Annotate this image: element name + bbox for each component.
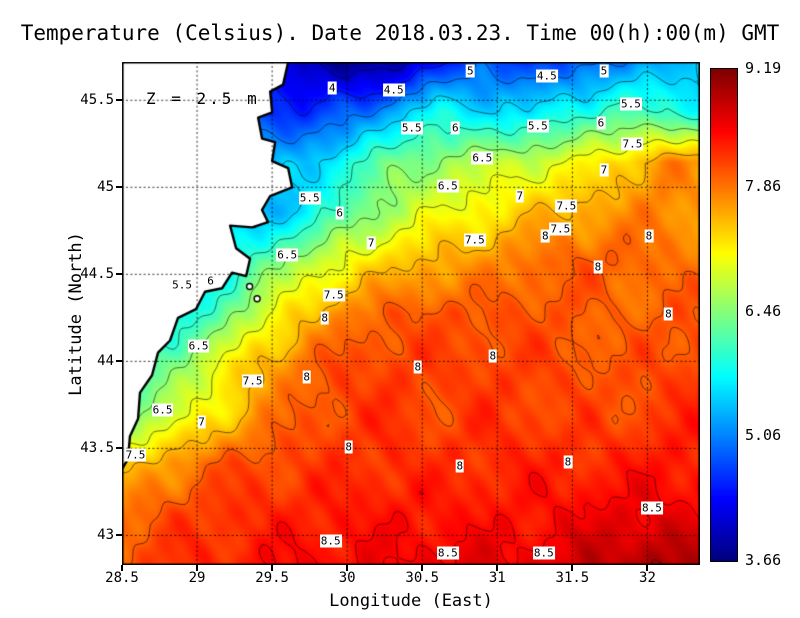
x-tick-label: 31 — [488, 570, 506, 586]
contour-label: 7.5 — [124, 448, 147, 462]
y-axis-title: Latitude (North) — [66, 232, 86, 396]
map-plot-area: 4 4.5 5 4.5 5 5.5 5.5 6 5.5 6 7.5 7 6.5 6.5 5.5 6 7 7.5 7.… — [122, 62, 700, 565]
contour-label: 6.5 — [471, 151, 494, 165]
y-tick-label: 45 — [97, 179, 114, 196]
contour-label: 5.5 — [171, 278, 193, 292]
x-axis-title: Longitude (East) — [329, 591, 493, 611]
contour-label: 8 — [302, 370, 311, 384]
x-tick-label: 29 — [188, 570, 206, 586]
contour-label: 8 — [413, 360, 423, 374]
y-tick-mark — [116, 99, 122, 102]
y-tick-label: 43.5 — [80, 440, 114, 457]
contour-label: 8 — [541, 229, 550, 243]
contour-label: 8 — [320, 311, 329, 325]
contour-label: 7 — [515, 189, 525, 203]
contour-label: 5 — [599, 64, 609, 78]
contour-label: 4.5 — [382, 83, 405, 97]
colorbar-tick-label: 7.86 — [745, 177, 782, 196]
contour-label: 8.5 — [436, 546, 459, 560]
contour-label: 8.5 — [532, 546, 555, 560]
contour-label: 8 — [664, 307, 673, 321]
contour-label: 4 — [327, 81, 337, 95]
contour-label: 8.5 — [319, 534, 342, 548]
x-tick-label: 28.5 — [105, 570, 139, 586]
contour-label: 7 — [599, 163, 609, 177]
y-tick-mark — [116, 534, 122, 537]
contour-label: 5 — [465, 64, 475, 78]
plot-title: Temperature (Celsius). Date 2018.03.23. … — [20, 21, 780, 45]
depth-annotation: Z = 2.5 m — [146, 89, 260, 108]
contour-label: 6.5 — [151, 403, 174, 417]
colorbar-tick-label: 9.19 — [745, 59, 782, 77]
colorbar-tick-label: 5.06 — [745, 426, 782, 445]
contour-label: 8 — [593, 260, 603, 274]
x-tick-label: 30.5 — [405, 570, 440, 586]
contour-label: 5.5 — [526, 119, 549, 133]
contour-label: 7 — [197, 415, 206, 429]
contour-label: 7.5 — [463, 233, 486, 247]
contour-label: 7.5 — [549, 222, 572, 236]
y-tick-mark — [116, 360, 122, 363]
x-tick-mark — [271, 565, 274, 571]
contour-label: 6 — [450, 121, 460, 135]
temperature-heatmap-canvas — [122, 62, 700, 565]
y-tick-label: 44 — [97, 353, 114, 370]
contour-label: 7.5 — [555, 199, 578, 213]
y-tick-label: 43 — [97, 527, 114, 544]
contour-label: 8 — [563, 455, 573, 469]
x-tick-label: 29.5 — [255, 570, 289, 586]
contour-label: 6.5 — [436, 179, 459, 193]
contour-label: 6 — [335, 206, 344, 220]
contour-label: 7.5 — [322, 288, 345, 302]
contour-label: 6.5 — [276, 248, 299, 262]
x-tick-mark — [121, 565, 123, 571]
x-tick-mark — [196, 565, 199, 571]
contour-label: 6 — [206, 274, 215, 288]
colorbar-tick-label: 3.66 — [745, 551, 782, 569]
contour-label: 7 — [366, 236, 376, 250]
contour-label: 8.5 — [641, 501, 663, 515]
y-tick-label: 44.5 — [80, 266, 114, 283]
x-tick-mark — [421, 565, 424, 571]
colorbar — [710, 68, 738, 562]
contour-label: 5.5 — [620, 97, 642, 111]
x-tick-mark — [646, 565, 649, 571]
x-tick-label: 30 — [338, 570, 356, 586]
contour-label: 4.5 — [535, 69, 558, 83]
y-tick-label: 45.5 — [80, 92, 114, 109]
y-tick-mark — [116, 273, 122, 276]
contour-label: 7.5 — [621, 137, 644, 151]
contour-labels-layer: 4 4.5 5 4.5 5 5.5 5.5 6 5.5 6 7.5 7 6.5 6.5 5.5 6 7 7.5 7.… — [122, 62, 700, 565]
contour-label: 6 — [596, 116, 606, 130]
x-tick-mark — [346, 565, 349, 571]
colorbar-tick-label: 6.46 — [745, 301, 782, 320]
x-tick-label: 31.5 — [555, 570, 590, 586]
y-tick-mark — [116, 447, 122, 450]
contour-label: 8 — [488, 349, 498, 363]
contour-label: 5.5 — [400, 121, 423, 135]
y-tick-mark — [116, 186, 122, 189]
x-tick-label: 32 — [639, 570, 656, 586]
contour-label: 8 — [644, 229, 654, 243]
contour-label: 7.5 — [241, 374, 264, 387]
contour-label: 8 — [344, 440, 353, 454]
contour-label: 8 — [455, 459, 465, 473]
x-tick-mark — [571, 565, 574, 571]
contour-label: 6.5 — [187, 339, 210, 353]
x-tick-mark — [496, 565, 499, 571]
contour-label: 5.5 — [298, 191, 321, 205]
